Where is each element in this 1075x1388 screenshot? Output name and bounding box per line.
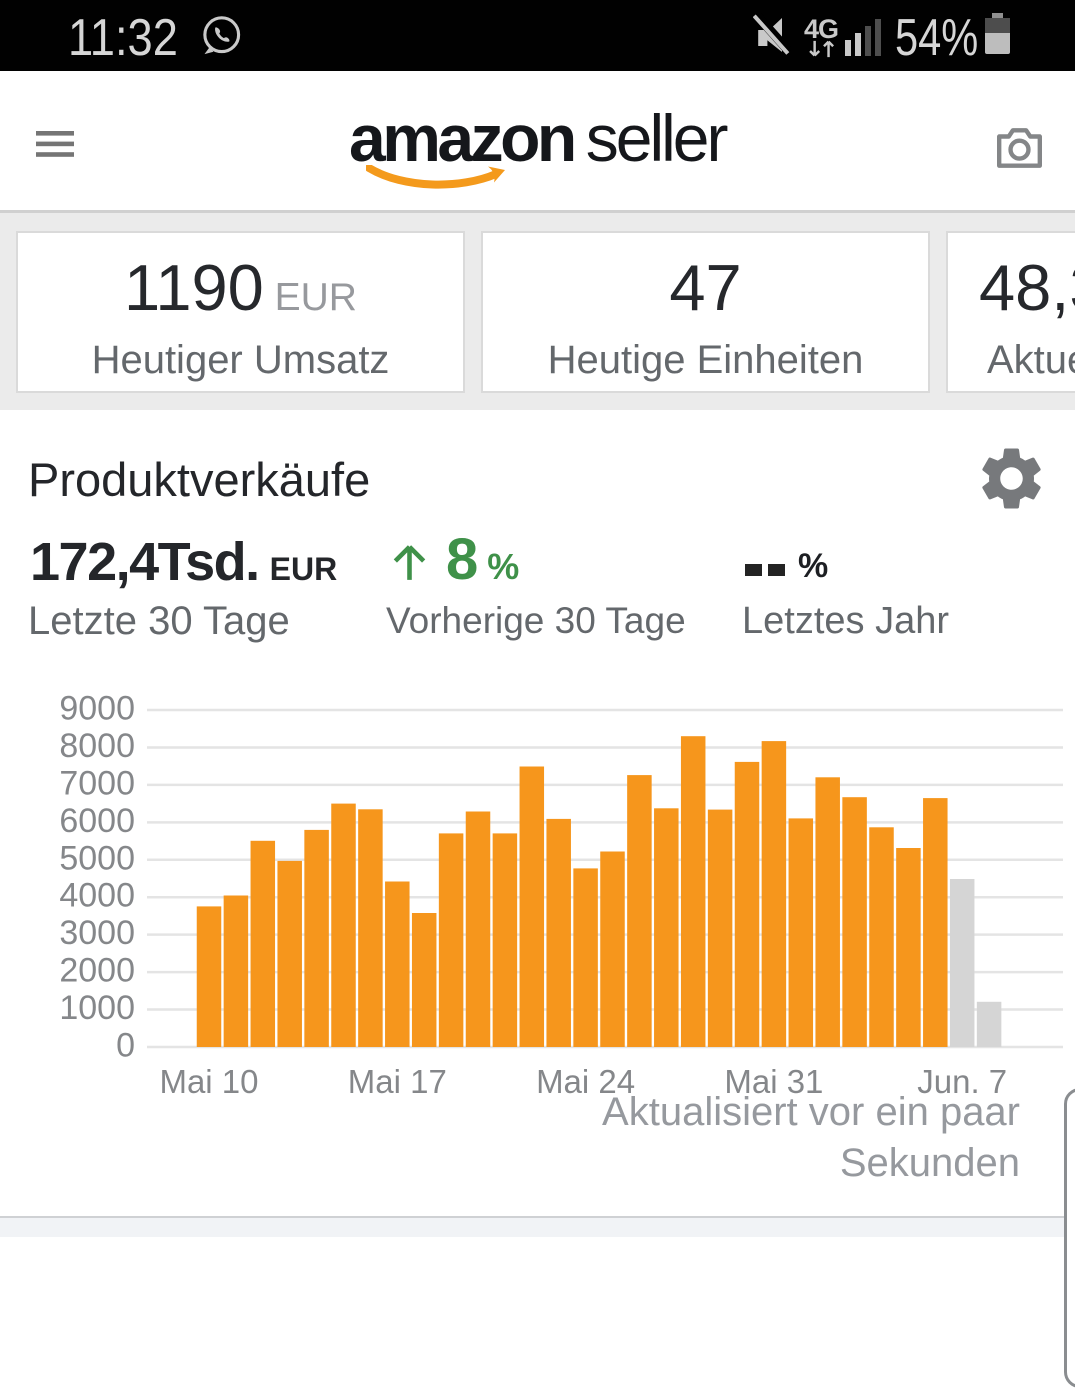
svg-text:4000: 4000 (59, 877, 135, 915)
svg-text:Mai 17: Mai 17 (348, 1063, 447, 1100)
svg-text:9000: 9000 (59, 690, 135, 728)
svg-text:6000: 6000 (59, 802, 135, 840)
svg-text:Mai 10: Mai 10 (159, 1063, 258, 1100)
svg-text:1000: 1000 (59, 989, 135, 1027)
svg-text:5000: 5000 (59, 839, 135, 877)
svg-text:Mai 31: Mai 31 (724, 1063, 823, 1100)
svg-text:3000: 3000 (59, 914, 135, 952)
svg-text:2000: 2000 (59, 952, 135, 990)
svg-text:7000: 7000 (59, 764, 135, 802)
svg-text:0: 0 (116, 1027, 135, 1065)
svg-text:Mai 24: Mai 24 (536, 1063, 635, 1100)
svg-text:8000: 8000 (59, 727, 135, 765)
svg-text:Jun. 7: Jun. 7 (917, 1063, 1007, 1100)
